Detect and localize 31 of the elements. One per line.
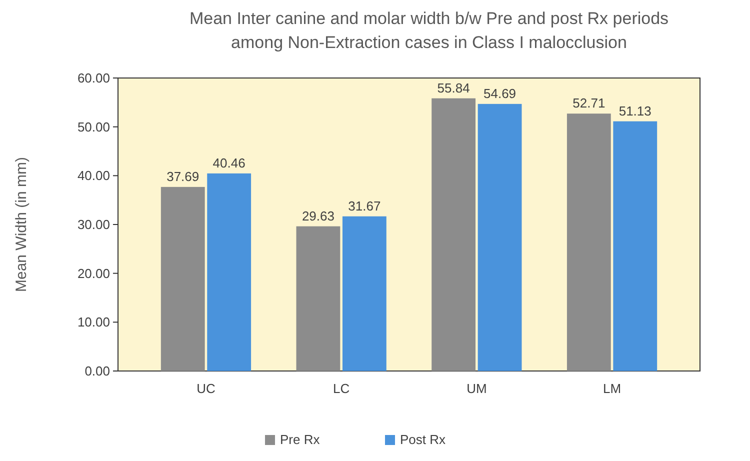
data-label: 37.69 <box>166 168 200 184</box>
y-tick-label: 60.00 <box>77 70 110 86</box>
y-tick-label: 20.00 <box>77 266 110 281</box>
bar <box>342 216 386 371</box>
x-tick-label: LC <box>333 381 350 396</box>
y-tick-label: 10.00 <box>77 314 110 330</box>
data-label: 29.63 <box>302 208 334 224</box>
bar <box>296 226 340 371</box>
x-tick-label: UC <box>196 381 216 396</box>
y-tick-label: 30.00 <box>77 217 110 232</box>
x-tick-label: UM <box>466 381 487 396</box>
data-label: 31.67 <box>348 198 381 214</box>
y-axis-title: Mean Width (in mm) <box>13 156 30 292</box>
y-tick-label: 50.00 <box>77 119 110 134</box>
bar <box>566 114 611 371</box>
bar <box>432 98 476 371</box>
bar <box>160 186 205 371</box>
bar <box>207 173 252 371</box>
data-label: 54.69 <box>484 86 516 101</box>
y-tick-label: 0.00 <box>84 364 110 379</box>
data-label: 55.84 <box>437 80 470 96</box>
x-tick-label: LM <box>602 381 622 396</box>
chart-title: Mean Inter canine and molar width b/w Pre and post Rx periods among Non-Extraction cases in Class I malocclusion <box>189 9 669 52</box>
data-label: 52.71 <box>572 96 606 111</box>
legend-label: Post Rx <box>400 432 446 447</box>
data-label: 51.13 <box>618 103 652 118</box>
bar <box>613 121 658 371</box>
bar <box>478 104 522 371</box>
y-tick-label: 40.00 <box>77 168 110 184</box>
legend-label: Pre Rx <box>280 432 320 447</box>
data-label: 40.46 <box>212 155 246 170</box>
